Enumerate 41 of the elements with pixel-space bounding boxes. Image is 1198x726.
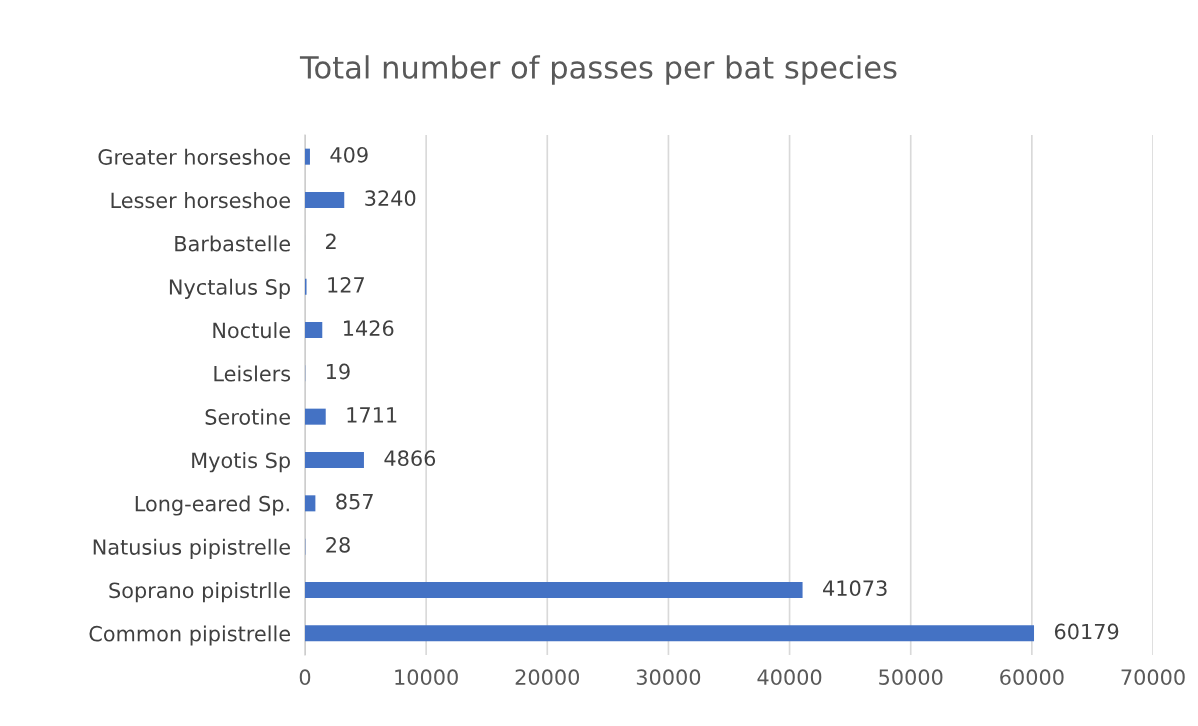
data-label: 4866 bbox=[384, 450, 436, 467]
data-label: 1426 bbox=[344, 320, 394, 337]
x-tick-label: 40000 bbox=[757, 669, 822, 686]
bar bbox=[305, 625, 1035, 642]
x-tick-label: 50000 bbox=[879, 669, 943, 686]
x-tick-label: 10000 bbox=[395, 669, 458, 686]
data-label: 857 bbox=[336, 493, 373, 510]
y-tick-label: Leislers bbox=[214, 365, 291, 382]
data-label: 3240 bbox=[365, 190, 416, 207]
x-tick-label: 60000 bbox=[1000, 669, 1064, 686]
y-tick-label: Nyctalus Sp bbox=[169, 278, 290, 299]
bar bbox=[305, 495, 316, 512]
bar bbox=[305, 451, 364, 469]
y-tick-label: Common pipistrelle bbox=[89, 625, 290, 646]
y-tick-label: Greater horseshoe bbox=[98, 148, 290, 165]
bar bbox=[305, 191, 345, 209]
data-label: 60179 bbox=[1054, 623, 1119, 640]
y-tick-label: Soprano pipistrlle bbox=[109, 582, 290, 603]
y-tick-label: Barbastelle bbox=[175, 235, 290, 252]
chart-title: Total number of passes per bat species bbox=[299, 55, 897, 85]
y-tick-label: Natusius pipistrelle bbox=[93, 538, 291, 559]
data-label: 1711 bbox=[347, 407, 397, 423]
bar bbox=[305, 408, 326, 425]
y-tick-label: Noctule bbox=[213, 322, 290, 339]
data-label: 409 bbox=[330, 146, 368, 163]
data-label: 127 bbox=[328, 276, 364, 293]
bar bbox=[305, 321, 323, 339]
y-tick-label: Lesser horseshoe bbox=[111, 192, 290, 209]
x-tick-label: 20000 bbox=[515, 669, 580, 686]
x-tick-label: 30000 bbox=[636, 669, 701, 686]
data-label: 41073 bbox=[823, 580, 887, 597]
bar bbox=[305, 581, 803, 599]
y-tick-label: Long-eared Sp. bbox=[135, 495, 289, 516]
x-tick-label: 70000 bbox=[1121, 669, 1185, 686]
bar bbox=[305, 148, 310, 165]
y-tick-label: Myotis Sp bbox=[192, 452, 290, 473]
data-label: 19 bbox=[326, 363, 350, 380]
x-tick-label: 0 bbox=[299, 669, 311, 686]
y-tick-label: Serotine bbox=[205, 408, 290, 425]
data-label: 28 bbox=[326, 536, 350, 553]
data-label: 2 bbox=[326, 233, 336, 250]
